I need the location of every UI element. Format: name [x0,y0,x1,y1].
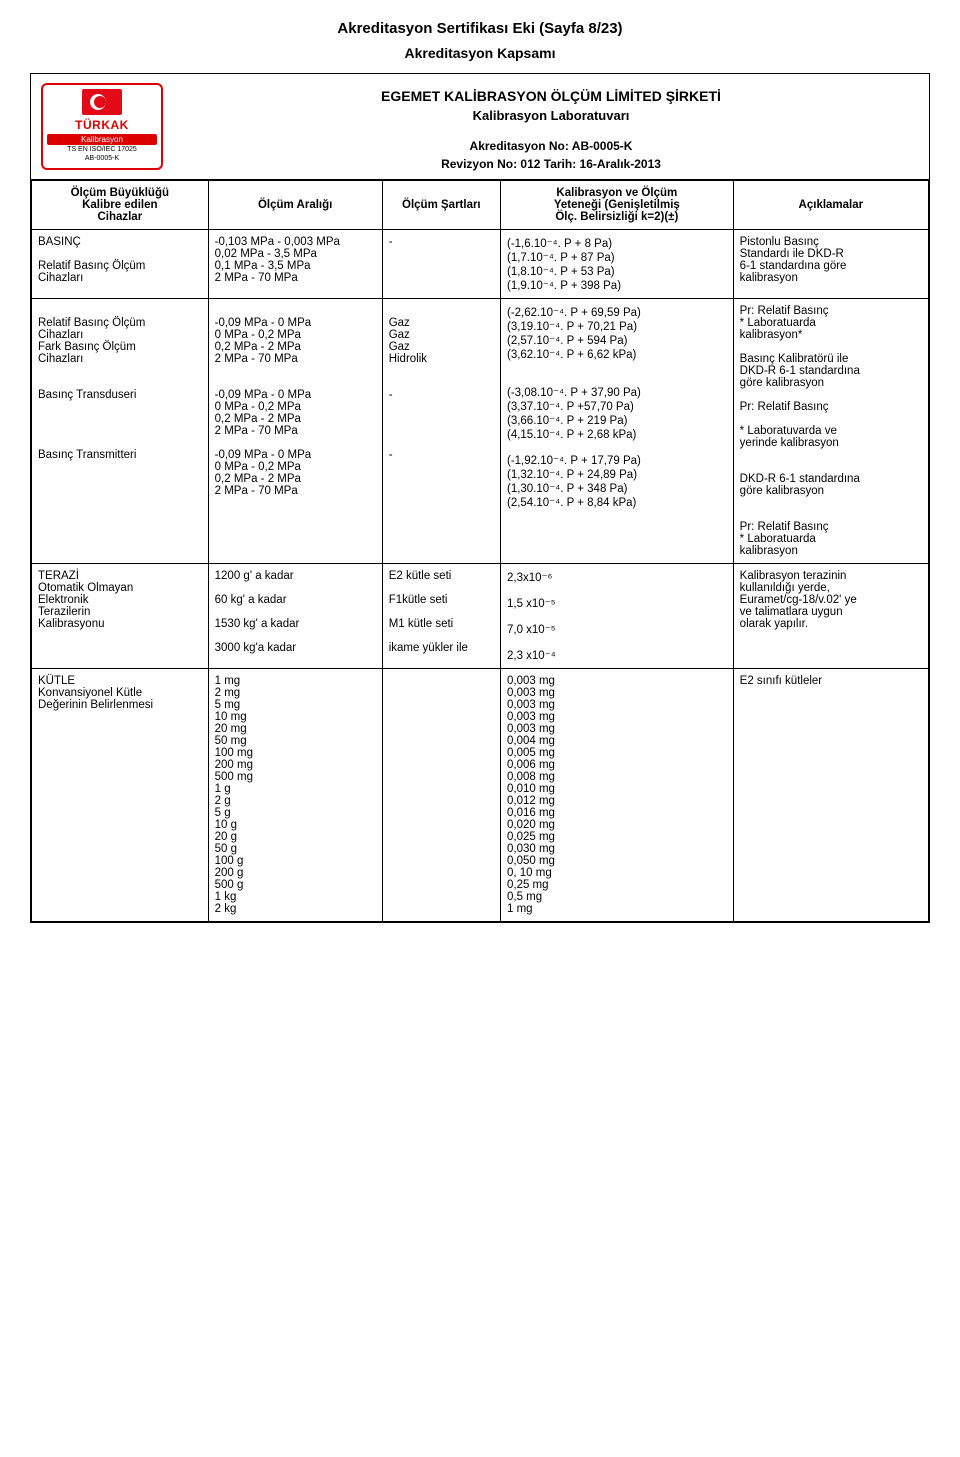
cell-c1: KÜTLE Konvansiyonel Kütle Değerinin Beli… [32,669,209,922]
cell-c5: Kalibrasyon terazinin kullanıldığı yerde… [733,564,928,669]
cell-c2: 1 mg 2 mg 5 mg 10 mg 20 mg 50 mg 100 mg … [208,669,382,922]
cell-c3: E2 kütle seti F1kütle seti M1 kütle seti… [382,564,500,669]
cell-c3: - [382,230,500,299]
cell-c3 [382,669,500,922]
turkak-logo: TÜRKAK Kalibrasyon TS EN ISO/IEC 17025 A… [41,83,163,170]
flag-icon [82,89,122,115]
header-center: EGEMET KALİBRASYON ÖLÇÜM LİMİTED ŞİRKETİ… [173,74,929,179]
cell-c1: BASINÇ Relatif Basınç Ölçüm Cihazları [32,230,209,299]
cell-c4: (-2,62.10⁻⁴. P + 69,59 Pa) (3,19.10⁻⁴. P… [500,299,733,564]
header-row: TÜRKAK Kalibrasyon TS EN ISO/IEC 17025 A… [31,74,929,180]
table-row: KÜTLE Konvansiyonel Kütle Değerinin Beli… [32,669,929,922]
cell-c1: Relatif Basınç Ölçüm Cihazları Fark Bası… [32,299,209,564]
outer-box: TÜRKAK Kalibrasyon TS EN ISO/IEC 17025 A… [30,73,930,923]
th-col5: Açıklamalar [733,181,928,230]
cell-c1: TERAZİ Otomatik Olmayan Elektronik Teraz… [32,564,209,669]
cell-c5: Pistonlu Basınç Standardı ile DKD-R 6-1 … [733,230,928,299]
logo-cell: TÜRKAK Kalibrasyon TS EN ISO/IEC 17025 A… [31,74,173,179]
table-row: BASINÇ Relatif Basınç Ölçüm Cihazları -0… [32,230,929,299]
revision: Revizyon No: 012 Tarih: 16-Aralık-2013 [181,157,921,171]
page: Akreditasyon Sertifikası Eki (Sayfa 8/23… [0,0,960,943]
acc-no: Akreditasyon No: AB-0005-K [181,139,921,153]
cell-c4: (-1,6.10⁻⁴. P + 8 Pa) (1,7.10⁻⁴. P + 87 … [500,230,733,299]
cell-c2: -0,09 MPa - 0 MPa 0 MPa - 0,2 MPa 0,2 MP… [208,299,382,564]
th-col1: Ölçüm Büyüklüğü Kalibre edilen Cihazlar [32,181,209,230]
th-col2: Ölçüm Aralığı [208,181,382,230]
table-row: Relatif Basınç Ölçüm Cihazları Fark Bası… [32,299,929,564]
th-col4: Kalibrasyon ve Ölçüm Yeteneği (Genişleti… [500,181,733,230]
cell-c3: Gaz Gaz Gaz Hidrolik - - [382,299,500,564]
main-table: Ölçüm Büyüklüğü Kalibre edilen Cihazlar … [31,180,929,922]
th-col3: Ölçüm Şartları [382,181,500,230]
cell-c2: -0,103 MPa - 0,003 MPa 0,02 MPa - 3,5 MP… [208,230,382,299]
logo-sub1: TS EN ISO/IEC 17025 [47,146,157,154]
table-row: TERAZİ Otomatik Olmayan Elektronik Teraz… [32,564,929,669]
cell-c4: 0,003 mg 0,003 mg 0,003 mg 0,003 mg 0,00… [500,669,733,922]
cell-c5: Pr: Relatif Basınç * Laboratuarda kalibr… [733,299,928,564]
cell-c2: 1200 g' a kadar 60 kg' a kadar 1530 kg' … [208,564,382,669]
doc-subtitle: Akreditasyon Kapsamı [30,45,930,61]
cell-c5: E2 sınıfı kütleler [733,669,928,922]
logo-bar: Kalibrasyon [47,134,157,145]
logo-brand: TÜRKAK [47,118,157,132]
cell-c4: 2,3x10⁻⁶ 1,5 x10⁻⁵ 7,0 x10⁻⁵ 2,3 x10⁻⁴ [500,564,733,669]
logo-sub2: AB-0005-K [47,155,157,163]
lab-name: Kalibrasyon Laboratuvarı [181,108,921,123]
header-row-table: Ölçüm Büyüklüğü Kalibre edilen Cihazlar … [32,181,929,230]
company-name: EGEMET KALİBRASYON ÖLÇÜM LİMİTED ŞİRKETİ [181,88,921,104]
doc-title: Akreditasyon Sertifikası Eki (Sayfa 8/23… [30,20,930,37]
